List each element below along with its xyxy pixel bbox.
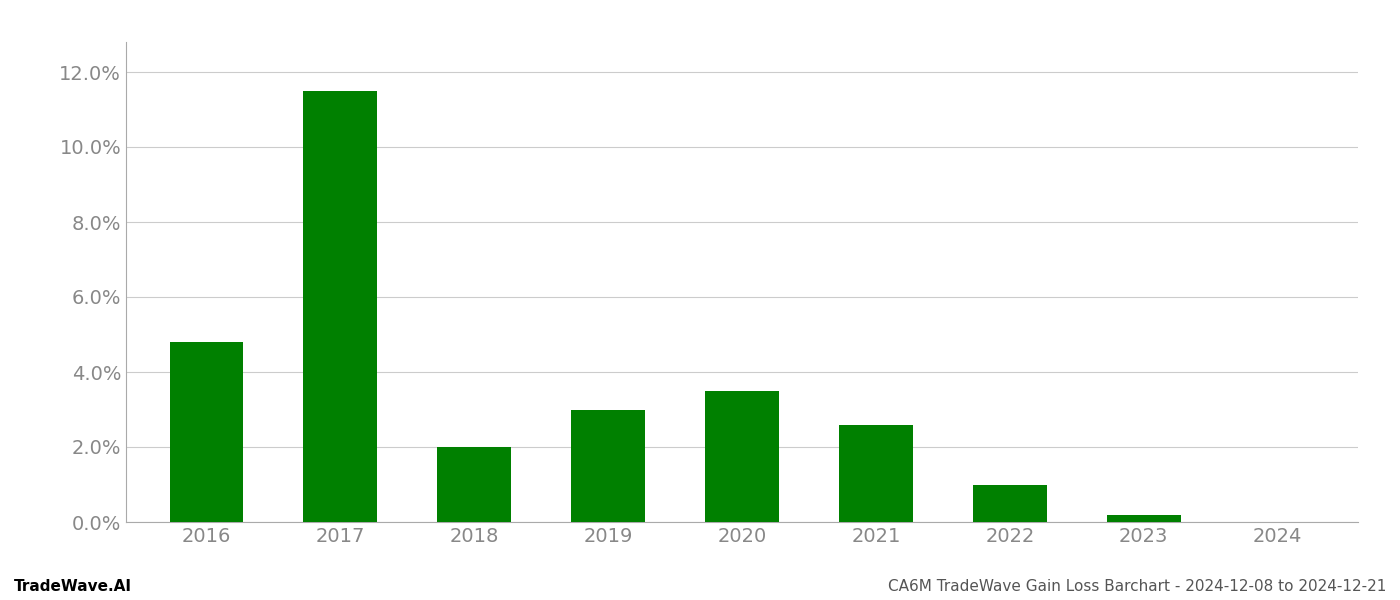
Bar (304, 91, 377, 522)
Bar (973, 485, 1047, 522)
Bar (169, 342, 244, 522)
Bar (571, 409, 645, 522)
Bar (437, 447, 511, 522)
Bar (706, 391, 778, 522)
Text: TradeWave.AI: TradeWave.AI (14, 579, 132, 594)
Bar (839, 425, 913, 522)
Text: CA6M TradeWave Gain Loss Barchart - 2024-12-08 to 2024-12-21: CA6M TradeWave Gain Loss Barchart - 2024… (888, 579, 1386, 594)
Bar (1107, 514, 1180, 522)
